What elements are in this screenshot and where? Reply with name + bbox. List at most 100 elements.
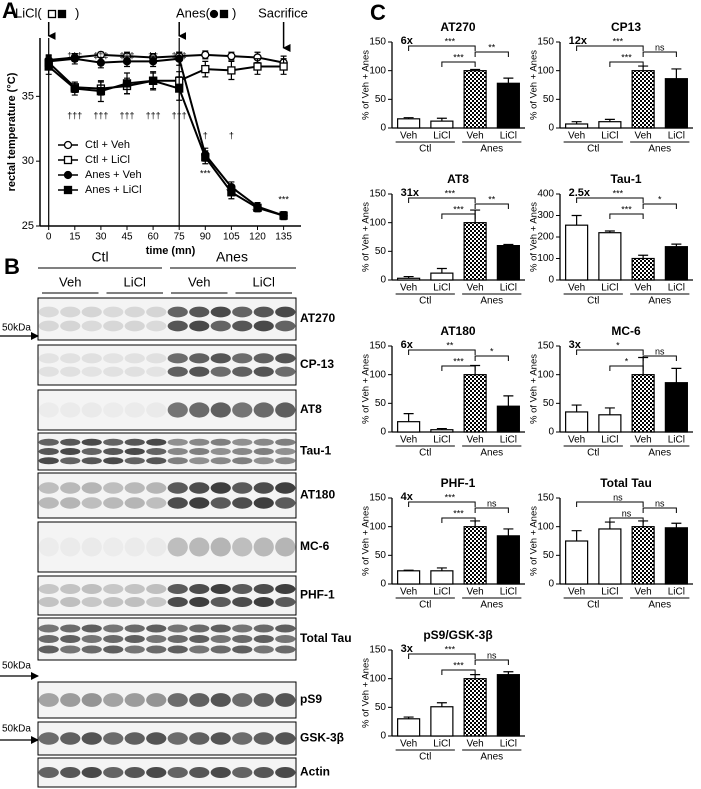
blot-band bbox=[103, 306, 124, 318]
data-point bbox=[227, 66, 236, 75]
blot-band bbox=[103, 447, 124, 456]
blot-band bbox=[146, 306, 167, 318]
blot-band bbox=[103, 597, 124, 607]
significance-bracket bbox=[609, 61, 644, 67]
blot-band bbox=[210, 353, 231, 364]
x-tick-label: Veh bbox=[568, 283, 585, 294]
bar bbox=[496, 674, 520, 737]
data-point bbox=[70, 84, 79, 93]
blot-band bbox=[124, 693, 145, 707]
blot-band bbox=[210, 584, 231, 594]
blot-band bbox=[146, 447, 167, 456]
significance-label: *** bbox=[621, 204, 632, 214]
blot-band bbox=[253, 693, 274, 707]
bar bbox=[496, 82, 520, 129]
legend-symbol bbox=[63, 170, 73, 180]
x-tick-label: Veh bbox=[568, 587, 585, 598]
blot-band bbox=[60, 353, 81, 364]
y-axis-label: % of Veh + Anes bbox=[361, 50, 372, 120]
error-bar bbox=[604, 407, 615, 415]
significance-bracket bbox=[642, 51, 677, 57]
error-bar bbox=[604, 521, 615, 529]
bar bbox=[463, 526, 487, 585]
group-label: Ctl bbox=[419, 752, 431, 763]
bar bbox=[664, 246, 688, 281]
blot-band bbox=[167, 402, 188, 418]
blot-band bbox=[189, 366, 210, 377]
y-axis-label: % of Veh + Anes bbox=[361, 658, 372, 728]
annotation: † bbox=[203, 130, 208, 140]
blot-band bbox=[275, 320, 296, 332]
blot-band bbox=[253, 645, 274, 654]
blot-band bbox=[232, 537, 253, 557]
blot-band bbox=[103, 537, 124, 557]
annotation: *** bbox=[252, 206, 263, 216]
blot-band bbox=[124, 537, 145, 557]
blot-strip bbox=[37, 297, 297, 341]
y-tick-label: 50 bbox=[375, 398, 387, 409]
bar bbox=[664, 527, 688, 585]
blot-band bbox=[81, 624, 102, 633]
blot-band bbox=[124, 353, 145, 364]
blot-row-label: PHF-1 bbox=[300, 588, 335, 602]
significance-bracket bbox=[576, 501, 644, 507]
group-label: Ctl bbox=[419, 600, 431, 611]
y-axis-label: % of Veh + Anes bbox=[529, 50, 540, 120]
y-tick-label: 50 bbox=[375, 550, 387, 561]
y-tick-label: 300 bbox=[537, 210, 554, 221]
blot-band bbox=[167, 693, 188, 707]
y-tick-label: 25 bbox=[22, 220, 34, 232]
blot-row-label: AT180 bbox=[300, 488, 335, 502]
blot-band bbox=[275, 732, 296, 745]
blot-band bbox=[275, 438, 296, 446]
blot-strip bbox=[37, 681, 297, 719]
blot-band bbox=[167, 624, 188, 633]
blot-band bbox=[81, 635, 102, 643]
blot-band bbox=[146, 635, 167, 643]
data-point bbox=[279, 211, 288, 220]
blot-band bbox=[103, 635, 124, 643]
significance-label: * bbox=[658, 194, 662, 204]
bar bbox=[463, 678, 487, 737]
blot-band bbox=[103, 732, 124, 745]
error-bar bbox=[571, 530, 582, 541]
blot-band bbox=[189, 766, 210, 779]
blot-band bbox=[232, 353, 253, 364]
group-label: Anes bbox=[648, 296, 671, 307]
blot-band bbox=[210, 306, 231, 318]
series-line bbox=[48, 65, 284, 217]
bar bbox=[397, 118, 421, 129]
bar bbox=[430, 429, 454, 433]
y-axis-label: % of Veh + Anes bbox=[361, 354, 372, 424]
bar bbox=[631, 70, 655, 129]
x-tick-label: LiCl bbox=[433, 739, 450, 750]
y-tick-label: 30 bbox=[22, 155, 34, 167]
annotation: ) bbox=[232, 5, 236, 20]
y-tick-label: 100 bbox=[537, 369, 554, 380]
legend-symbol bbox=[63, 185, 73, 195]
bar bbox=[397, 421, 421, 433]
chart-title: Tau-1 bbox=[610, 172, 641, 186]
bar bbox=[496, 245, 520, 281]
x-tick-label: Veh bbox=[568, 435, 585, 446]
significance-label: *** bbox=[445, 36, 456, 46]
bar bbox=[565, 540, 589, 585]
y-tick-label: 50 bbox=[375, 94, 387, 105]
blot-band bbox=[232, 732, 253, 745]
blot-band bbox=[253, 497, 274, 509]
blot-band bbox=[81, 584, 102, 594]
chart-title: PHF-1 bbox=[441, 476, 476, 490]
data-point bbox=[148, 76, 158, 85]
x-tick-label: LiCl bbox=[433, 283, 450, 294]
y-axis-label: % of Veh + Anes bbox=[529, 506, 540, 576]
blot-band bbox=[103, 482, 124, 494]
data-point bbox=[279, 62, 288, 71]
blot-band bbox=[167, 320, 188, 332]
blot-band bbox=[146, 732, 167, 745]
y-tick-label: 150 bbox=[369, 189, 386, 200]
bar bbox=[565, 224, 589, 281]
annotation: ††† bbox=[146, 110, 161, 120]
significance-label: *** bbox=[453, 356, 464, 366]
y-tick-label: 100 bbox=[537, 521, 554, 532]
significance-bracket bbox=[408, 653, 476, 659]
